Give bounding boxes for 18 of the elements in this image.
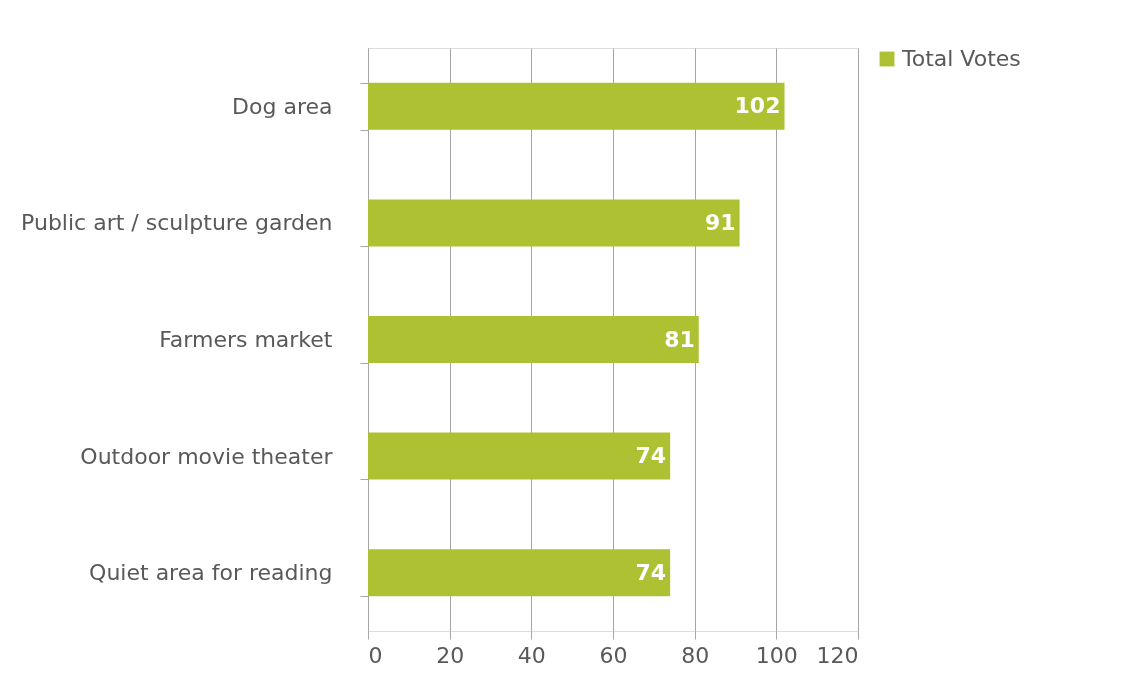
x-tick-label: 20 [436,642,465,668]
x-tick-label: 0 [368,642,383,668]
y-tick-label: Farmers market [159,327,333,352]
data-label: 102 [734,93,781,119]
data-label: 74 [635,443,667,469]
data-label: 74 [635,559,667,585]
x-tick-label: 120 [816,642,859,668]
x-tick-label: 100 [755,642,798,668]
data-label: 91 [704,209,736,235]
data-label: 81 [664,326,695,352]
x-tick-label: 80 [681,642,710,668]
y-tick-label: Outdoor movie theater [80,443,334,469]
y-tick-label: Public art / sculpture garden [21,210,333,236]
legend-label: Total Votes [901,46,1021,71]
y-tick-label: Quiet area for reading [89,560,333,586]
y-tick-label: Dog area [232,93,333,119]
x-tick-label: 40 [517,642,546,668]
x-tick-label: 60 [599,642,628,668]
